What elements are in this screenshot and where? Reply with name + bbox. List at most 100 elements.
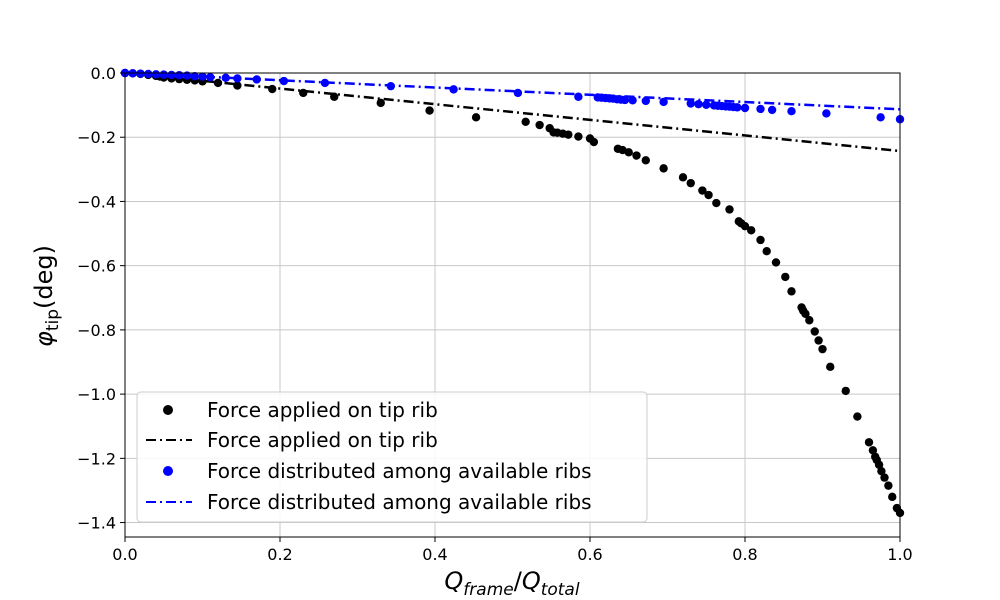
legend-label-blue-line: Force distributed among available ribs bbox=[207, 490, 592, 514]
data-point bbox=[628, 96, 637, 105]
data-point bbox=[632, 151, 641, 160]
data-point bbox=[279, 76, 289, 86]
series-2 bbox=[120, 68, 905, 124]
x-tick-label: 0.8 bbox=[732, 545, 757, 564]
data-point bbox=[471, 113, 481, 122]
x-axis-ticks: 0.0 0.2 0.4 0.6 0.8 1.0 bbox=[112, 537, 913, 564]
data-point bbox=[678, 173, 688, 182]
series-layer bbox=[120, 68, 905, 518]
data-point bbox=[884, 481, 893, 490]
y-tick-label: −0.4 bbox=[77, 192, 116, 211]
data-point bbox=[841, 386, 850, 396]
data-point bbox=[787, 287, 796, 296]
data-point bbox=[535, 120, 544, 130]
data-point bbox=[659, 97, 668, 107]
y-tick-label: −1.4 bbox=[77, 514, 116, 533]
x-tick-label: 1.0 bbox=[887, 545, 912, 564]
data-point bbox=[620, 95, 630, 105]
legend-label-black-line: Force applied on tip rib bbox=[207, 428, 438, 452]
data-point bbox=[853, 412, 862, 421]
data-point bbox=[299, 88, 308, 98]
legend-swatch-blue-marker bbox=[163, 466, 173, 476]
y-axis-title: φtip(deg) bbox=[30, 245, 63, 347]
data-point bbox=[876, 113, 885, 122]
y-tick-label: −1.2 bbox=[77, 449, 116, 468]
data-point bbox=[888, 492, 897, 502]
y-tick-label: 0.0 bbox=[91, 64, 116, 83]
data-point bbox=[641, 96, 650, 106]
legend-entry-blue-markers: Force distributed among available ribs bbox=[163, 459, 592, 483]
x-tick-label: 0.2 bbox=[267, 545, 292, 564]
data-point bbox=[564, 130, 573, 139]
data-point bbox=[589, 137, 599, 147]
data-point bbox=[818, 344, 827, 354]
data-point bbox=[574, 92, 583, 101]
data-point bbox=[659, 164, 668, 173]
legend-entry-black-line: Force applied on tip rib bbox=[146, 428, 438, 452]
data-point bbox=[756, 104, 765, 114]
y-axis-ticks: 0.0 −0.2 −0.4 −0.6 −0.8 −1.0 −1.2 −1.4 bbox=[77, 64, 125, 533]
data-point bbox=[686, 99, 695, 108]
x-axis-title: Qframe/Qtotal bbox=[444, 567, 579, 600]
legend: Force applied on tip rib Force applied o… bbox=[136, 391, 648, 523]
data-point bbox=[698, 186, 707, 195]
data-point bbox=[513, 88, 523, 98]
series-3 bbox=[124, 71, 901, 111]
data-point bbox=[864, 438, 874, 447]
y-tick-label: −0.6 bbox=[77, 257, 116, 276]
data-point bbox=[425, 106, 434, 115]
legend-swatch-black-marker bbox=[163, 405, 173, 415]
data-point bbox=[877, 466, 886, 476]
data-point bbox=[521, 117, 530, 127]
data-point bbox=[787, 107, 796, 116]
data-point bbox=[624, 148, 633, 157]
data-point bbox=[233, 74, 242, 83]
data-point bbox=[814, 336, 823, 345]
data-point bbox=[771, 258, 781, 267]
series-1 bbox=[124, 71, 901, 153]
data-point bbox=[810, 327, 819, 336]
legend-label-blue-markers: Force distributed among available ribs bbox=[207, 459, 592, 483]
data-point bbox=[740, 103, 750, 113]
plot-frame bbox=[124, 72, 901, 538]
data-point bbox=[781, 272, 790, 282]
data-point bbox=[822, 109, 831, 118]
series-line bbox=[124, 71, 901, 153]
data-point bbox=[767, 105, 777, 115]
data-point bbox=[740, 221, 750, 231]
data-point bbox=[880, 473, 889, 482]
legend-entry-blue-line: Force distributed among available ribs bbox=[146, 490, 592, 514]
legend-label-black-markers: Force applied on tip rib bbox=[207, 398, 438, 422]
data-point bbox=[702, 100, 711, 109]
legend-entry-black-markers: Force applied on tip rib bbox=[163, 398, 438, 422]
data-point bbox=[686, 178, 695, 188]
series-line bbox=[124, 71, 901, 111]
data-point bbox=[641, 156, 650, 165]
x-tick-label: 0.4 bbox=[422, 545, 447, 564]
data-point bbox=[801, 309, 810, 319]
x-tick-label: 0.6 bbox=[577, 545, 602, 564]
y-tick-label: −0.2 bbox=[77, 128, 116, 147]
legend-box bbox=[136, 391, 648, 523]
data-point bbox=[704, 190, 713, 200]
data-point bbox=[712, 198, 721, 208]
data-point bbox=[733, 103, 742, 112]
data-point bbox=[868, 446, 878, 455]
data-point bbox=[874, 460, 884, 469]
data-point bbox=[805, 316, 814, 325]
data-point bbox=[252, 75, 261, 84]
x-tick-label: 0.0 bbox=[112, 545, 137, 564]
data-point bbox=[213, 78, 223, 88]
data-point bbox=[747, 226, 756, 235]
data-point bbox=[376, 98, 385, 108]
data-point bbox=[151, 70, 161, 79]
data-point bbox=[756, 235, 765, 245]
data-point bbox=[826, 362, 835, 372]
y-tick-label: −0.8 bbox=[77, 321, 116, 340]
y-tick-label: −1.0 bbox=[77, 385, 116, 404]
data-point bbox=[198, 72, 207, 81]
data-point bbox=[694, 99, 703, 109]
data-point bbox=[725, 205, 734, 214]
data-point bbox=[574, 132, 583, 141]
